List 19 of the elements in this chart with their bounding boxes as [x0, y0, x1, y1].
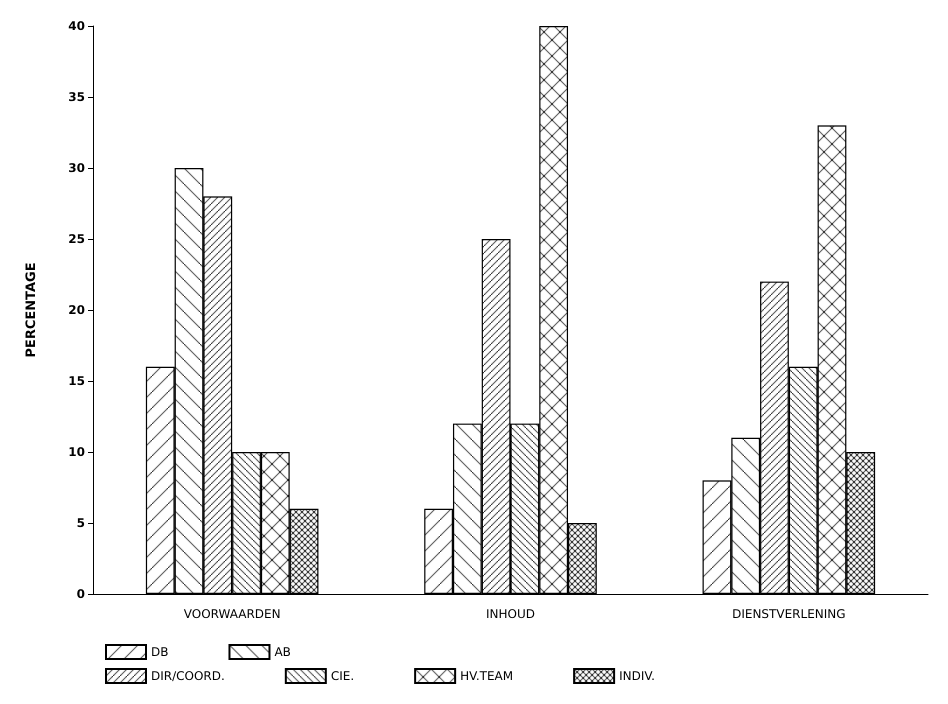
y-tick-label: 20	[68, 303, 85, 317]
x-tick-label: VOORWAARDEN	[184, 607, 281, 621]
y-tick-label: 0	[76, 587, 85, 601]
y-tick-label: 35	[68, 90, 85, 104]
y-axis-title: PERCENTAGE	[24, 262, 39, 358]
y-tick-label: 40	[68, 19, 85, 33]
legend-label: CIE.	[330, 669, 354, 683]
x-tick-label: INHOUD	[486, 607, 536, 621]
y-tick-label: 5	[76, 516, 85, 530]
y-tick-label: 25	[68, 232, 85, 246]
legend-label: HV.TEAM	[460, 669, 514, 683]
legend-label: DB	[151, 645, 168, 659]
legend-label: AB	[274, 645, 291, 659]
y-tick-label: 15	[68, 374, 85, 388]
legend-label: DIR/COORD.	[151, 669, 225, 683]
y-tick-label: 30	[68, 161, 85, 175]
y-tick-label: 10	[68, 445, 85, 459]
x-tick-label: DIENSTVERLENING	[732, 607, 846, 621]
legend-label: INDIV.	[619, 669, 655, 683]
